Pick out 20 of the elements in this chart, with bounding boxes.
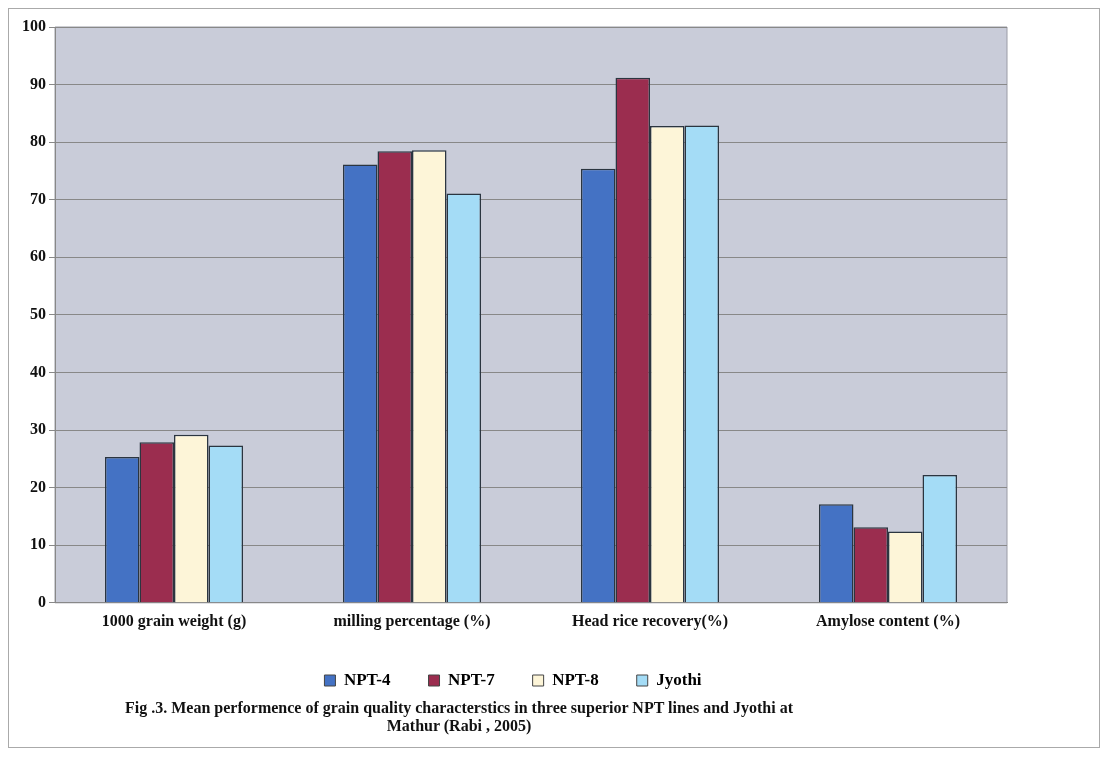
y-tick-label: 70: [30, 189, 46, 207]
y-tick-label: 40: [30, 362, 46, 380]
legend-label: NPT-8: [552, 669, 599, 689]
x-tick-label: Head rice recovery(%): [571, 611, 729, 630]
y-tick-label: 10: [30, 535, 46, 553]
text: Fig .3. Mean performence of grain quality characterstics in three superior NPT lines and Jyothi at Mathur (Rabi , 2005): [124, 699, 794, 737]
y-tick-label: 0: [38, 592, 46, 610]
x-tick-label: Amylose content (%): [816, 611, 960, 630]
y-tick-label: 60: [30, 247, 46, 265]
y-tick-label: 20: [30, 477, 46, 495]
y-tick-label: 100: [22, 17, 46, 35]
y-tick-label: 30: [30, 420, 46, 438]
y-tick-label: 50: [30, 305, 46, 323]
x-tick-label: milling percentage (%): [333, 611, 491, 630]
y-tick-label: 90: [30, 74, 46, 92]
legend-label: NPT-7: [448, 669, 496, 689]
legend-label: NPT-4: [343, 669, 392, 689]
x-tick-label: 1000 grain weight (g): [101, 611, 247, 630]
legend-label: Jyothi: [656, 669, 702, 689]
y-tick-label: 80: [30, 132, 46, 150]
